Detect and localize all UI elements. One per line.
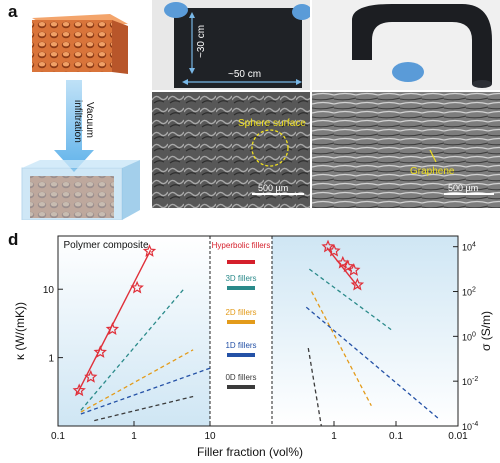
glove-left xyxy=(164,2,188,18)
legend-label: Hyperbolic fillers xyxy=(212,241,271,250)
x-tick-label-left: 0.1 xyxy=(51,431,65,442)
data-point-right-polymer xyxy=(347,263,361,276)
legend-swatch xyxy=(227,353,255,357)
trend-line-right-0D xyxy=(307,347,322,427)
legend-swatch xyxy=(227,320,255,324)
data-point-left-polymer xyxy=(105,322,120,335)
x-axis-label: Filler fraction (vol%) xyxy=(197,445,303,459)
x-tick-label-right: 1 xyxy=(331,431,337,442)
y-tick-label-right: 102 xyxy=(462,287,476,298)
trend-line-left-1D xyxy=(80,367,211,415)
trend-line-right-3D xyxy=(308,268,392,331)
lattice-block-top xyxy=(32,14,128,74)
data-point-left-polymer xyxy=(93,345,107,358)
y-tick-label-left: 10 xyxy=(43,285,55,296)
annotation-graphene: Graphene xyxy=(410,166,455,177)
plot-bg-left xyxy=(58,236,210,426)
trend-line-left-0D xyxy=(94,395,194,422)
trend-line-right-2D xyxy=(310,291,372,407)
annotation-sphere-surface: Sphere surface xyxy=(238,118,306,129)
data-point-left-polymer xyxy=(84,369,98,383)
trend-line-left-polymer xyxy=(76,250,152,394)
down-arrow xyxy=(54,80,94,172)
y-tick-label-right: 104 xyxy=(462,242,476,253)
plot-frame xyxy=(57,235,459,427)
sem-image-left: Sphere surface 500 µm xyxy=(152,92,310,208)
y-tick-label-right: 100 xyxy=(462,331,476,342)
lattice-block-infiltrated xyxy=(21,160,140,220)
scale-bar-left: 500 µm xyxy=(258,183,288,193)
data-point-left-polymer xyxy=(72,383,86,397)
scale-bar-right: 500 µm xyxy=(448,183,478,193)
trend-line-left-2D xyxy=(80,349,194,413)
glove-right xyxy=(292,4,310,20)
photo-rolled-sheet xyxy=(312,0,500,90)
photo-flat-sheet: ~30 cm ~50 cm xyxy=(152,0,310,90)
x-tick-label-left: 1 xyxy=(131,431,137,442)
data-point-left-polymer xyxy=(130,280,144,294)
legend-label: 1D fillers xyxy=(225,341,256,350)
panel-label-a: a xyxy=(8,2,18,21)
trend-line-left-3D xyxy=(80,288,185,411)
data-point-left-polymer xyxy=(142,244,157,257)
y-tick-label-right: 10-4 xyxy=(462,421,478,432)
x-tick-label-left: 10 xyxy=(204,431,216,442)
x-tick-label-right: 0.1 xyxy=(389,431,403,442)
legend-swatch xyxy=(227,385,255,389)
y-axis-label-left: κ (W/(mK)) xyxy=(13,302,27,360)
y-axis-label-right: σ (S/m) xyxy=(479,311,493,351)
panel-label-d: d xyxy=(8,230,19,249)
plot-bg-right xyxy=(272,236,458,426)
legend-label: 3D fillers xyxy=(225,274,256,283)
y-tick-label-right: 10-2 xyxy=(462,376,478,387)
arrow-text-2: infiltration xyxy=(72,100,83,143)
data-point-right-polymer xyxy=(340,259,355,273)
dim-horizontal: ~50 cm xyxy=(228,69,261,80)
arrow-text-1: Vacuum xyxy=(84,102,95,138)
annotation-polymer-composite: Polymer composite xyxy=(63,240,148,251)
chart-panel-d: Hyperbolic fillers 3D fillers 2D fillers 1D… xyxy=(13,235,493,459)
panel-a-schematic: Vacuum infiltration xyxy=(21,14,140,220)
dim-vertical: ~30 cm xyxy=(196,25,207,58)
legend-label: 0D fillers xyxy=(225,373,256,382)
trend-line-right-1D xyxy=(305,306,440,420)
legend-swatch xyxy=(227,260,255,264)
sem-image-right: Graphene 500 µm xyxy=(312,92,500,208)
y-tick-label-left: 1 xyxy=(48,354,54,365)
data-point-right-polymer xyxy=(350,277,365,291)
x-tick-label-right: 0.01 xyxy=(448,431,468,442)
data-point-right-polymer xyxy=(327,243,341,257)
glove-hand xyxy=(392,62,424,82)
legend-swatch xyxy=(227,286,255,290)
legend-label: 2D fillers xyxy=(225,308,256,317)
